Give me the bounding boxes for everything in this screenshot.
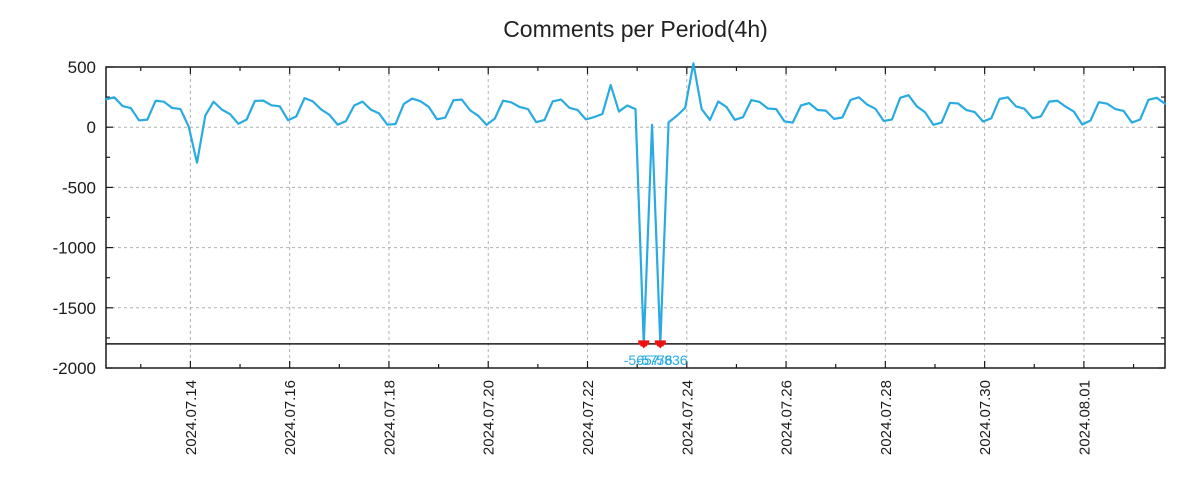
svg-text:-1000: -1000 xyxy=(53,239,96,258)
svg-text:2024.07.24: 2024.07.24 xyxy=(679,380,696,455)
svg-text:0: 0 xyxy=(87,118,96,137)
svg-text:2024.07.28: 2024.07.28 xyxy=(878,380,895,455)
svg-text:500: 500 xyxy=(68,58,96,77)
svg-text:2024.07.26: 2024.07.26 xyxy=(779,380,796,455)
svg-text:2024.07.14: 2024.07.14 xyxy=(183,380,200,455)
svg-text:2024.07.20: 2024.07.20 xyxy=(481,380,498,455)
svg-text:-1500: -1500 xyxy=(53,299,96,318)
svg-text:2024.07.18: 2024.07.18 xyxy=(381,380,398,455)
svg-text:-2000: -2000 xyxy=(53,359,96,378)
svg-text:2024.07.30: 2024.07.30 xyxy=(977,380,994,455)
svg-text:2024.07.16: 2024.07.16 xyxy=(282,380,299,455)
svg-text:-5836: -5836 xyxy=(652,352,688,368)
svg-text:-500: -500 xyxy=(62,178,96,197)
svg-text:2024.08.01: 2024.08.01 xyxy=(1076,380,1093,455)
svg-text:2024.07.22: 2024.07.22 xyxy=(580,380,597,455)
